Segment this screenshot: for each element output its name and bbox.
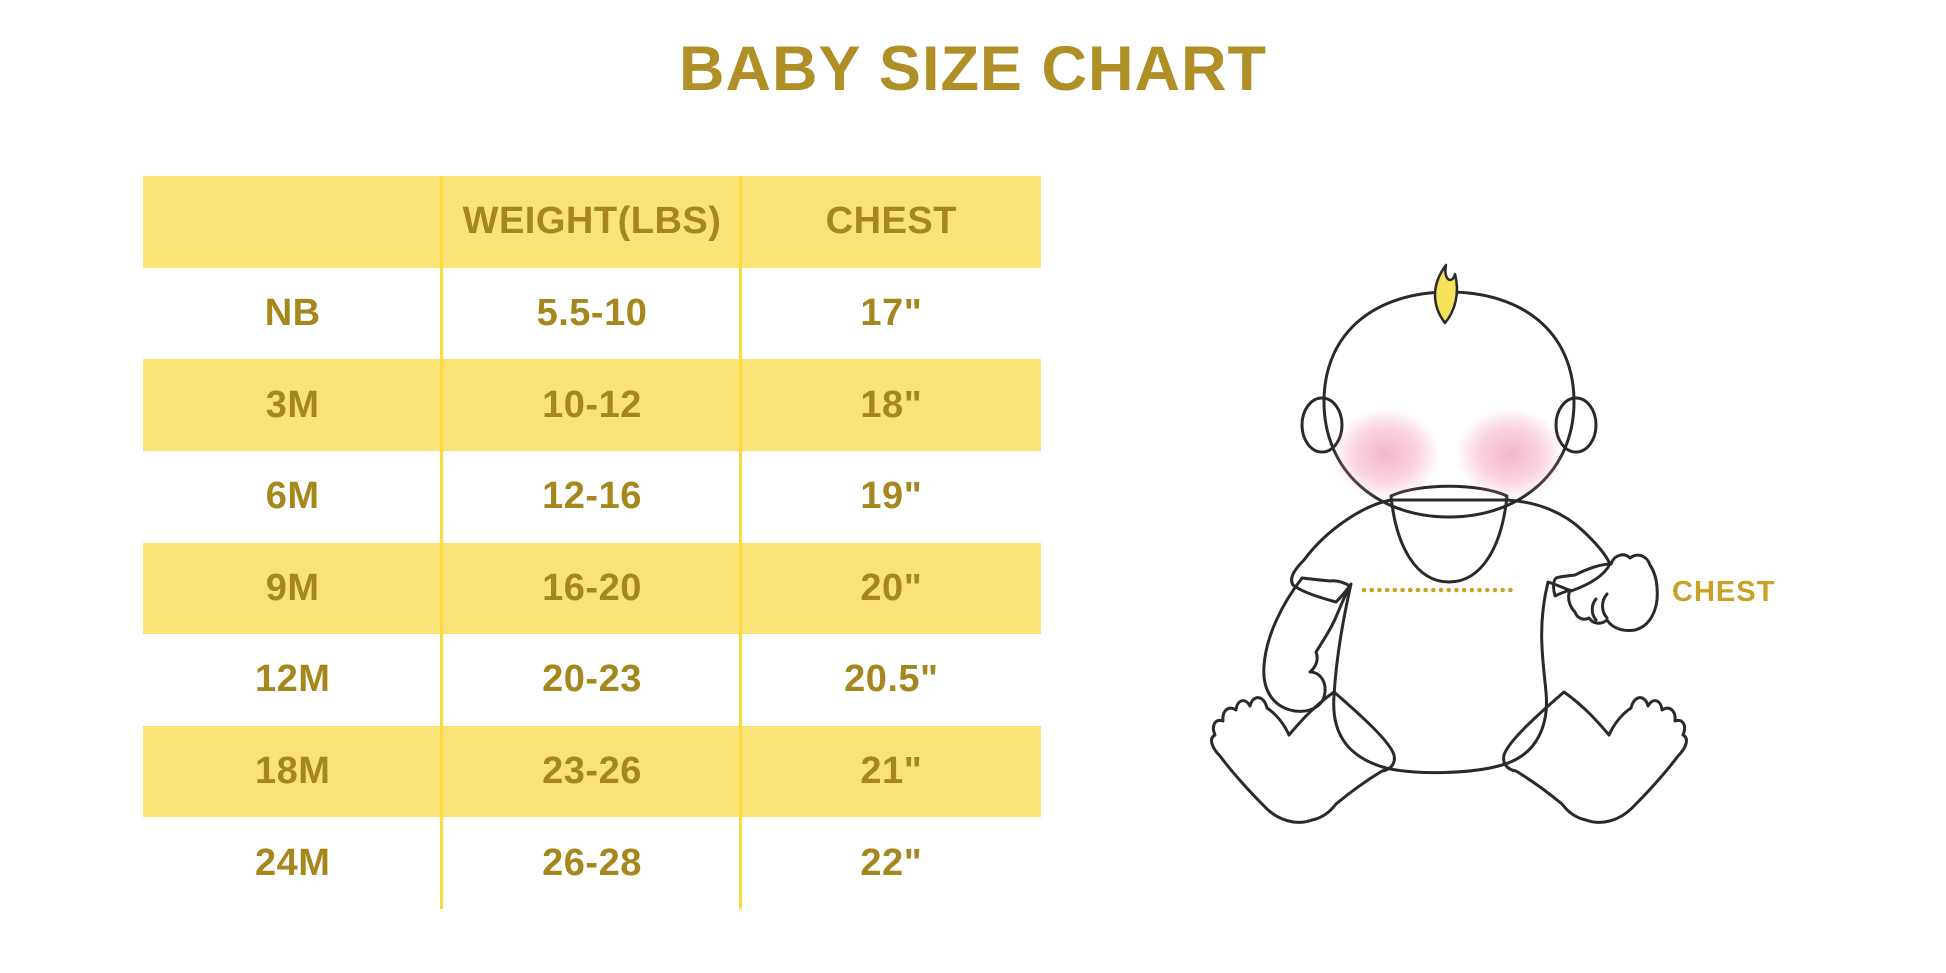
size-cell: 6M xyxy=(265,475,320,518)
column-divider xyxy=(739,176,742,909)
size-cell: 3M xyxy=(265,383,320,426)
weight-cell: 26-28 xyxy=(542,841,642,884)
size-table: WEIGHT(LBS) CHEST NB 5.5-10 17" 3M 10-12… xyxy=(143,176,1041,909)
baby-left-arm xyxy=(1262,576,1352,713)
chest-cell: 20.5" xyxy=(844,658,939,701)
baby-hair-curl xyxy=(1433,263,1459,325)
chest-cell: 19" xyxy=(860,475,923,518)
table-row: 18M 23-26 21" xyxy=(143,725,1041,818)
baby-shirt xyxy=(1289,498,1612,775)
weight-cell: 10-12 xyxy=(542,383,642,426)
chest-cell: 17" xyxy=(860,291,923,334)
baby-head xyxy=(1322,290,1576,519)
table-row: NB 5.5-10 17" xyxy=(143,268,1041,360)
size-cell: 12M xyxy=(254,658,331,701)
column-divider xyxy=(440,176,443,909)
baby-illustration: CHEST xyxy=(1150,230,1850,850)
size-cell: NB xyxy=(264,291,321,334)
baby-blush-left xyxy=(1332,408,1440,500)
header-cell-size xyxy=(143,176,442,268)
header-cell-chest: CHEST xyxy=(825,200,957,243)
size-cell: 24M xyxy=(254,841,331,884)
baby-left-leg xyxy=(1210,690,1396,824)
header-cell-weight: WEIGHT(LBS) xyxy=(462,200,722,243)
weight-cell: 23-26 xyxy=(542,750,642,793)
baby-ear-right xyxy=(1554,396,1598,454)
chest-cell: 21" xyxy=(860,750,923,793)
weight-cell: 16-20 xyxy=(542,566,642,609)
baby-blush-right xyxy=(1456,408,1564,500)
size-cell: 9M xyxy=(265,566,320,609)
weight-cell: 5.5-10 xyxy=(536,291,648,334)
weight-cell: 20-23 xyxy=(542,658,642,701)
fist-finger-curl xyxy=(1590,597,1598,622)
table-row: 3M 10-12 18" xyxy=(143,359,1041,451)
chest-measure-label: CHEST xyxy=(1672,576,1775,608)
page-title: BABY SIZE CHART xyxy=(679,34,1267,104)
baby-icon: CHEST xyxy=(1210,263,1775,824)
fist-finger-curl xyxy=(1601,592,1609,620)
chest-cell: 18" xyxy=(860,383,923,426)
table-row: 6M 12-16 19" xyxy=(143,451,1041,543)
baby-right-leg xyxy=(1502,690,1688,824)
baby-ear-left xyxy=(1300,396,1344,454)
chest-cell: 20" xyxy=(860,566,923,609)
table-row: 12M 20-23 20.5" xyxy=(143,634,1041,726)
table-row: 24M 26-28 22" xyxy=(143,817,1041,909)
baby-right-arm-fist xyxy=(1552,553,1659,632)
table-header-row: WEIGHT(LBS) CHEST xyxy=(143,176,1041,268)
baby-neck xyxy=(1389,484,1509,584)
table-row: 9M 16-20 20" xyxy=(143,542,1041,635)
chest-cell: 22" xyxy=(860,841,923,884)
size-cell: 18M xyxy=(254,750,331,793)
weight-cell: 12-16 xyxy=(542,475,642,518)
